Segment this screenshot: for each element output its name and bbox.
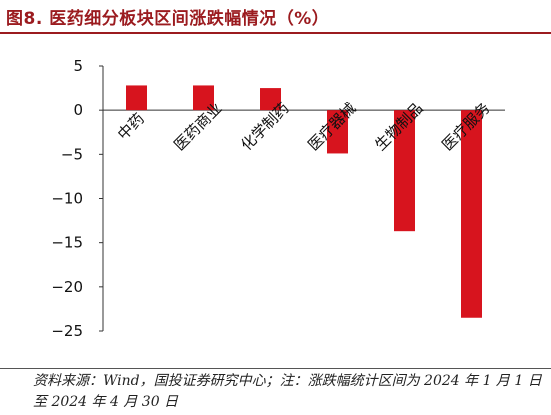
chart-title: 图8. 医药细分板块区间涨跌幅情况（%） — [6, 9, 330, 29]
bar-5 — [394, 110, 415, 232]
bar-6 — [461, 110, 482, 318]
footer-divider — [0, 368, 551, 369]
y-tick-label: 5 — [73, 57, 83, 75]
y-tick-label: −25 — [51, 322, 83, 340]
bar-2 — [193, 85, 214, 111]
y-axis: 5 0 −5 −10 −15 −20 −25 — [51, 57, 505, 340]
bar-4 — [327, 110, 348, 154]
bar-chart: 5 0 −5 −10 −15 −20 −25 中药 医药商业 化学制药 医疗器械 生物制品 医疗服务 — [51, 57, 505, 340]
source-note: 资料来源：Wind，国投证券研究中心；注：涨跌幅统计区间为 2024 年 1 月… — [33, 373, 542, 410]
y-tick-label: −10 — [51, 190, 83, 208]
bar-3 — [260, 88, 281, 111]
bar-1 — [126, 85, 147, 111]
x-axis-labels: 中药 医药商业 化学制药 医疗器械 生物制品 医疗服务 — [114, 99, 494, 154]
y-tick-label: −15 — [51, 234, 83, 252]
y-tick-label: 0 — [73, 101, 83, 119]
title-divider — [0, 32, 551, 34]
y-tick-label: −20 — [51, 278, 83, 296]
bar-series — [126, 85, 482, 318]
x-tick-label: 中药 — [114, 110, 148, 144]
y-tick-label: −5 — [61, 145, 83, 163]
